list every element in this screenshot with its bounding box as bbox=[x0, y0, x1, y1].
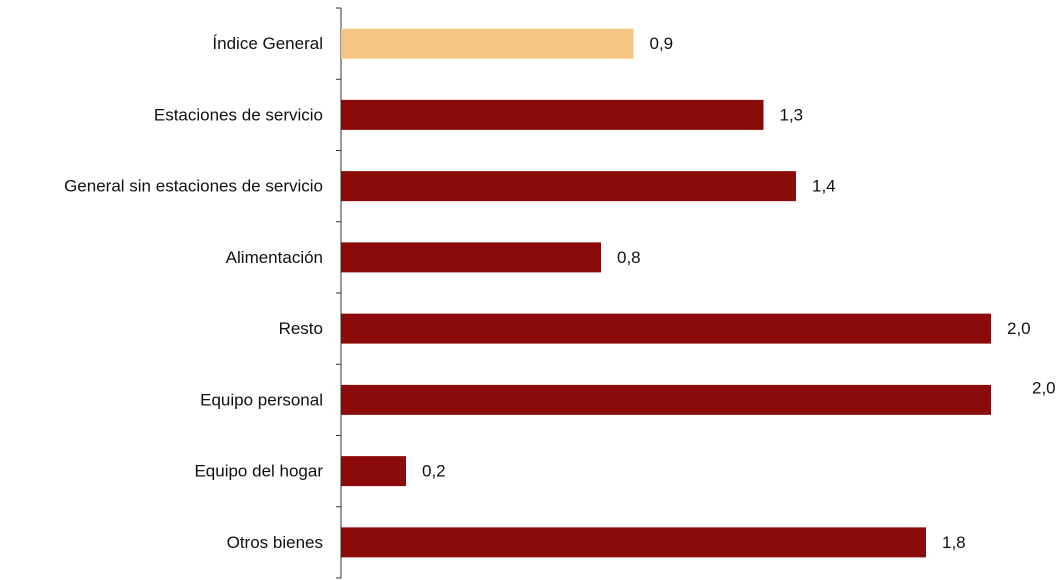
category-label: Alimentación bbox=[226, 248, 323, 267]
value-label: 1,8 bbox=[942, 533, 966, 552]
category-label: Equipo personal bbox=[200, 390, 323, 409]
bar-6 bbox=[341, 385, 991, 415]
category-label: General sin estaciones de servicio bbox=[64, 177, 323, 196]
category-label: Estaciones de servicio bbox=[154, 105, 323, 124]
value-label: 0,8 bbox=[617, 248, 641, 267]
value-label: 0,9 bbox=[650, 34, 674, 53]
value-label: 1,3 bbox=[780, 105, 804, 124]
value-label: 2,0 bbox=[1007, 319, 1031, 338]
category-label: Otros bienes bbox=[227, 533, 323, 552]
bar-2 bbox=[341, 100, 764, 130]
bar-1 bbox=[341, 29, 634, 59]
value-label: 1,4 bbox=[812, 177, 836, 196]
bar-3 bbox=[341, 171, 796, 201]
category-label: Equipo del hogar bbox=[194, 462, 323, 481]
bar-7 bbox=[341, 456, 406, 486]
value-label: 0,2 bbox=[422, 462, 446, 481]
bar-4 bbox=[341, 242, 601, 272]
value-label: 2,0 bbox=[1032, 378, 1056, 397]
category-label: Resto bbox=[279, 319, 323, 338]
bar-5 bbox=[341, 314, 991, 344]
axis-ticks-group bbox=[336, 8, 341, 578]
bar-8 bbox=[341, 527, 926, 557]
category-labels-group: Índice General Estaciones de servicio Gene… bbox=[64, 34, 323, 552]
category-label: Índice General bbox=[212, 34, 323, 53]
